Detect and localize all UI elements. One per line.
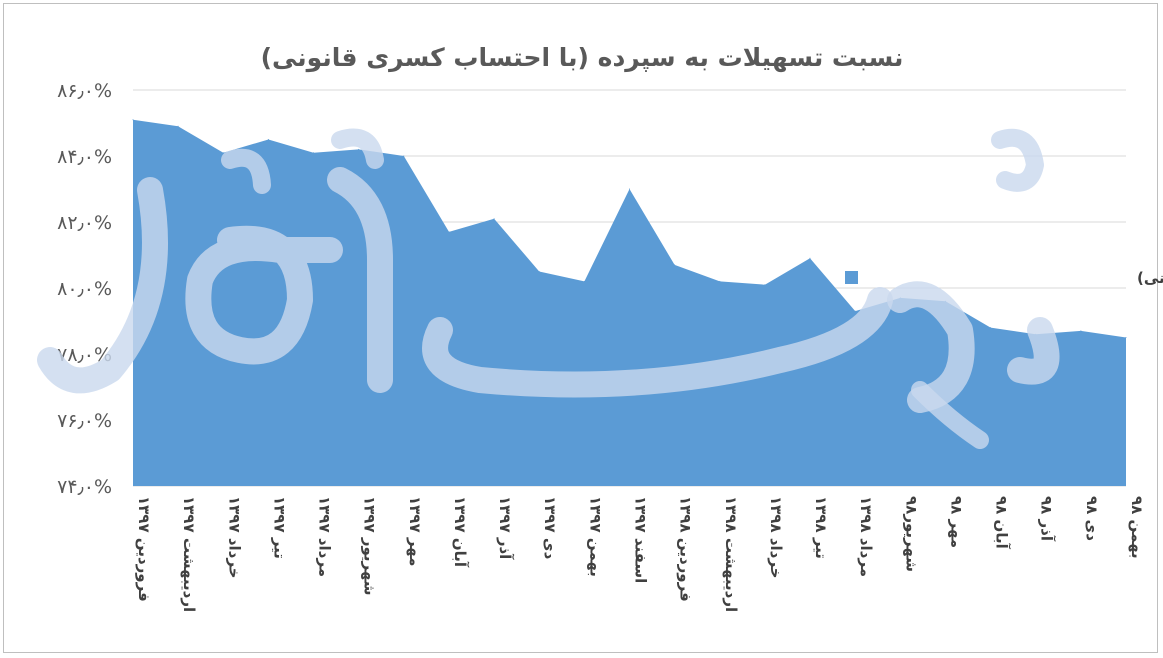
data-point	[764, 284, 766, 286]
x-tick-label: آبان ۹۸	[993, 496, 1011, 550]
x-tick-label: آذر ۹۸	[1038, 496, 1056, 542]
x-tick-label: آذر ۱۳۹۷	[496, 496, 514, 560]
data-point	[1125, 337, 1127, 338]
x-axis-ticks: فروردین ۱۳۹۷ اردیبهشت ۱۳۹۷ خرداد ۱۳۹۷ تیر ۱…	[135, 496, 1146, 612]
x-tick-label: خرداد ۱۳۹۸	[767, 496, 785, 579]
x-tick-label: فروردین ۱۳۹۸	[677, 496, 695, 602]
data-point	[990, 327, 992, 329]
legend-swatch	[845, 271, 858, 284]
y-tick-label: ۷۶٫۰%	[57, 410, 112, 432]
x-tick-label: اردیبهشت ۱۳۹۸	[722, 496, 740, 612]
watermark-logo	[37, 128, 1060, 449]
data-point	[448, 231, 450, 233]
data-point	[493, 218, 495, 220]
x-tick-label: آبان ۱۳۹۷	[451, 496, 469, 568]
x-tick-label: دی ۹۸	[1083, 496, 1101, 541]
data-point	[222, 152, 224, 154]
x-tick-label: مرداد ۱۳۹۸	[857, 496, 875, 577]
data-point	[313, 152, 314, 154]
chart-title: نسبت تسهیلات به سپرده (با احتساب کسری قا…	[261, 43, 904, 73]
y-tick-label: ۷۴٫۰%	[57, 476, 112, 498]
y-tick-label: ۸۰٫۰%	[57, 278, 112, 300]
legend-label: تسهیلات به سپرده (با کسری قانونی)	[1137, 269, 1163, 288]
x-tick-label: اسفند ۱۳۹۷	[632, 496, 650, 583]
y-tick-label: ۸۲٫۰%	[57, 212, 112, 234]
x-tick-label: خرداد ۱۳۹۷	[225, 496, 243, 579]
data-point	[267, 139, 269, 140]
data-point	[854, 310, 856, 312]
data-point	[674, 264, 676, 266]
x-tick-label: مهر ۹۸	[948, 496, 966, 548]
x-tick-label: دی ۱۳۹۷	[541, 496, 559, 560]
x-tick-label: تیر ۱۳۹۸	[812, 496, 830, 559]
x-tick-label: بهمن ۹۸	[1128, 496, 1146, 559]
data-point	[1080, 330, 1082, 332]
x-tick-label: اردیبهشت ۱۳۹۷	[180, 496, 198, 612]
y-axis-ticks: ۷۴٫۰% ۷۶٫۰% ۷۸٫۰% ۸۰٫۰% ۸۲٫۰% ۸۴٫۰% ۸۶٫۰%	[57, 80, 112, 498]
data-point	[358, 148, 360, 150]
y-tick-label: ۷۸٫۰%	[57, 344, 112, 366]
x-tick-label: شهریور ۱۳۹۷	[361, 496, 379, 596]
data-point	[403, 155, 405, 157]
data-point	[538, 271, 540, 272]
data-point	[583, 280, 585, 282]
data-point	[719, 280, 721, 282]
x-tick-label: مرداد ۱۳۹۷	[316, 496, 334, 577]
data-point	[132, 119, 134, 121]
x-tick-label: تیر ۱۳۹۷	[270, 496, 288, 559]
y-tick-label: ۸۴٫۰%	[57, 146, 112, 168]
x-tick-label: بهمن ۱۳۹۷	[586, 496, 604, 577]
data-point	[629, 188, 630, 190]
y-tick-label: ۸۶٫۰%	[57, 80, 112, 102]
data-point	[177, 125, 179, 127]
x-tick-label: مهر ۱۳۹۷	[406, 496, 424, 566]
x-tick-label: شهریور۹۸	[902, 496, 920, 572]
data-point	[809, 257, 811, 259]
x-tick-label: فروردین ۱۳۹۷	[135, 496, 153, 602]
